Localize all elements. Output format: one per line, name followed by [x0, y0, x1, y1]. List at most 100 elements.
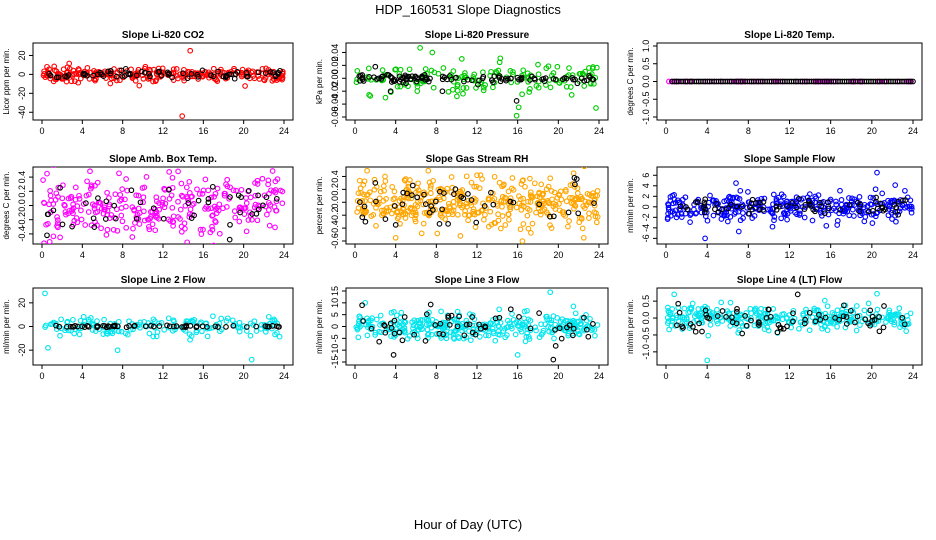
data-point — [547, 222, 553, 228]
black-point — [65, 72, 72, 78]
black-point — [561, 75, 568, 81]
data-point — [141, 184, 148, 191]
data-point — [581, 167, 588, 170]
data-point — [506, 320, 513, 327]
black-point — [575, 210, 582, 217]
black-point — [573, 176, 580, 182]
black-point — [910, 78, 916, 85]
data-point — [535, 71, 542, 78]
data-point — [123, 176, 129, 182]
x-tick-label: 8 — [746, 371, 751, 381]
data-point — [255, 73, 262, 79]
x-tick-label: 24 — [908, 126, 918, 136]
data-point — [704, 217, 711, 224]
data-point — [113, 206, 120, 213]
data-point — [869, 220, 876, 226]
data-point — [721, 198, 727, 205]
data-point — [733, 194, 740, 201]
black-point — [427, 75, 433, 82]
outlier-point — [44, 170, 50, 177]
data-point — [178, 228, 185, 235]
data-point — [207, 229, 214, 236]
data-point — [141, 217, 148, 224]
data-point — [104, 226, 111, 233]
data-point — [569, 181, 576, 187]
data-point — [762, 316, 769, 322]
data-point — [380, 211, 387, 217]
data-point — [707, 192, 713, 199]
data-point — [211, 242, 217, 244]
black-point — [114, 323, 121, 330]
black-outlier-point — [392, 222, 399, 228]
black-point — [755, 319, 762, 325]
data-point — [391, 188, 398, 195]
black-point — [817, 199, 823, 206]
data-point — [112, 191, 119, 198]
data-point — [116, 170, 122, 177]
black-point — [699, 328, 705, 335]
y-tick-label: -0.04 — [330, 94, 340, 115]
data-point — [502, 222, 509, 228]
data-point — [182, 225, 188, 232]
data-point — [162, 200, 169, 207]
black-point — [84, 72, 90, 79]
data-point — [521, 308, 528, 315]
black-point — [264, 323, 271, 330]
black-point — [195, 197, 202, 204]
data-point — [471, 71, 478, 78]
black-point — [507, 306, 514, 313]
data-point — [85, 209, 92, 215]
data-point — [154, 329, 161, 335]
data-point — [160, 195, 166, 202]
data-point — [870, 211, 877, 217]
y-axis-label: ml/min per min. — [315, 299, 324, 354]
x-tick-label: 20 — [553, 371, 563, 381]
data-point — [454, 211, 461, 218]
data-point — [705, 332, 712, 339]
data-point — [460, 90, 466, 97]
outlier-point — [733, 180, 739, 186]
data-point — [522, 183, 528, 190]
x-tick-label: 20 — [239, 371, 249, 381]
black-point — [436, 330, 443, 337]
data-point — [179, 193, 186, 200]
data-point — [554, 63, 561, 70]
data-point — [408, 195, 415, 202]
data-point — [513, 204, 520, 211]
data-point — [223, 318, 230, 324]
data-point — [448, 174, 455, 180]
data-point — [903, 328, 910, 334]
black-point — [67, 323, 74, 330]
black-point — [505, 76, 511, 82]
x-tick-label: 24 — [594, 126, 604, 136]
y-tick-label: 1.0 — [641, 40, 651, 53]
data-point — [688, 306, 694, 313]
black-point — [564, 324, 570, 331]
data-point — [71, 71, 77, 77]
data-point — [492, 337, 499, 344]
data-point — [470, 208, 477, 215]
black-point — [133, 215, 140, 222]
black-point — [869, 317, 876, 324]
black-outlier-point — [390, 352, 397, 358]
black-point — [590, 321, 596, 327]
data-point — [156, 200, 162, 206]
outlier-point — [513, 112, 520, 119]
data-point — [512, 331, 519, 338]
data-point — [879, 314, 885, 321]
data-point — [861, 218, 868, 225]
x-tick-label: 4 — [80, 250, 85, 260]
data-point — [474, 326, 480, 333]
black-point — [409, 192, 415, 198]
x-tick-label: 4 — [705, 250, 710, 260]
black-point — [492, 315, 499, 322]
black-point — [802, 316, 808, 323]
data-point — [188, 333, 195, 339]
data-point — [417, 197, 424, 204]
data-point — [200, 226, 206, 233]
panel-title: Slope Li-820 Temp. — [744, 30, 835, 41]
black-point — [237, 209, 243, 216]
black-point — [578, 75, 585, 82]
data-point — [483, 332, 489, 339]
black-point — [63, 323, 70, 330]
